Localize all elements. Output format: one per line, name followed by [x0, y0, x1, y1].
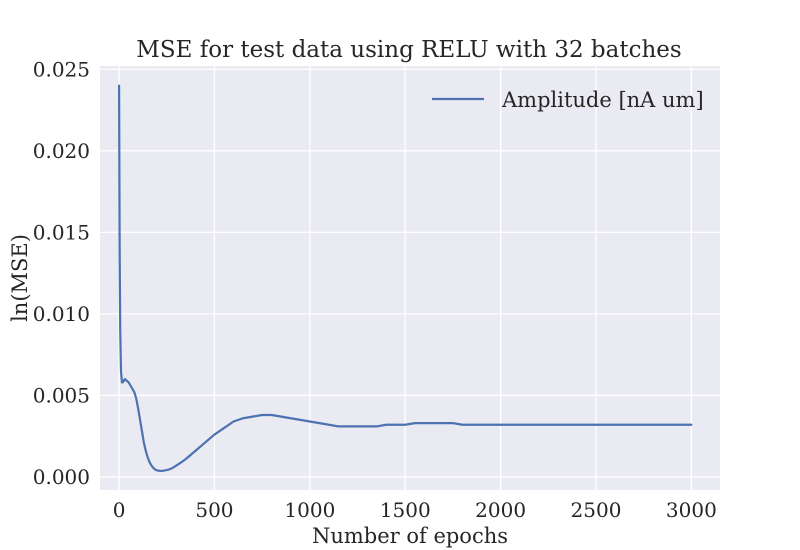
- chart-title: MSE for test data using RELU with 32 bat…: [136, 37, 681, 63]
- x-axis-label: Number of epochs: [312, 524, 508, 548]
- y-tick-label: 0.010: [33, 302, 90, 326]
- series-group: [117, 84, 693, 473]
- x-tick-label: 2500: [571, 498, 622, 522]
- y-axis-label: ln(MSE): [8, 234, 32, 322]
- x-tick-label: 1000: [284, 498, 335, 522]
- y-tick-label: 0.025: [33, 57, 90, 81]
- y-tick-label: 0.005: [33, 383, 90, 407]
- x-tick-label: 1500: [380, 498, 431, 522]
- grid: [100, 66, 720, 490]
- y-tick-label: 0.020: [33, 139, 90, 163]
- series-line-amplitude: [117, 84, 693, 473]
- y-tick-label: 0.000: [33, 465, 90, 489]
- y-tick-label: 0.015: [33, 220, 90, 244]
- legend: Amplitude [nA um]: [432, 88, 704, 112]
- x-tick-label: 0: [113, 498, 126, 522]
- legend-label: Amplitude [nA um]: [501, 88, 704, 112]
- x-tick-label: 500: [195, 498, 233, 522]
- y-axis: 0.000 0.005 0.010 0.015 0.020 0.025: [33, 57, 90, 489]
- x-tick-label: 3000: [666, 498, 717, 522]
- x-tick-label: 2000: [475, 498, 526, 522]
- x-axis: 0 500 1000 1500 2000 2500 3000: [113, 498, 717, 522]
- plot-area: [100, 66, 720, 490]
